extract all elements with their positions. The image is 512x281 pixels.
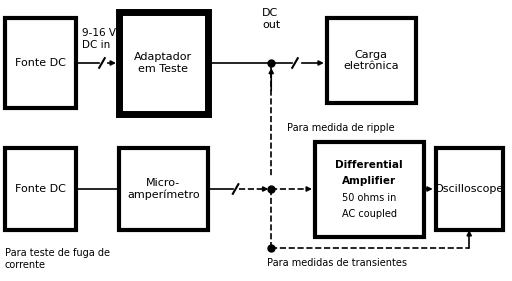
Text: DC
out: DC out bbox=[262, 8, 281, 30]
Text: AC coupled: AC coupled bbox=[342, 209, 397, 219]
Bar bbox=[5, 18, 76, 108]
Bar bbox=[119, 148, 208, 230]
Bar bbox=[327, 18, 416, 103]
Text: Differential: Differential bbox=[335, 160, 403, 170]
Text: Oscilloscope: Oscilloscope bbox=[435, 184, 504, 194]
Text: Fonte DC: Fonte DC bbox=[15, 184, 66, 194]
Text: Para teste de fuga de
corrente: Para teste de fuga de corrente bbox=[5, 248, 110, 269]
Text: 50 ohms in: 50 ohms in bbox=[342, 192, 396, 203]
Bar bbox=[119, 12, 208, 114]
Text: Amplifier: Amplifier bbox=[342, 176, 396, 186]
Bar bbox=[5, 148, 76, 230]
Text: Fonte DC: Fonte DC bbox=[15, 58, 66, 68]
Text: Para medida de ripple: Para medida de ripple bbox=[287, 123, 395, 133]
Text: 9-16 V
DC in: 9-16 V DC in bbox=[82, 28, 116, 50]
Text: Adaptador
em Teste: Adaptador em Teste bbox=[134, 52, 193, 74]
Text: Para medidas de transientes: Para medidas de transientes bbox=[267, 258, 407, 268]
Text: Carga
eletrônica: Carga eletrônica bbox=[344, 50, 399, 71]
Text: Micro-
amperímetro: Micro- amperímetro bbox=[127, 178, 200, 200]
Bar bbox=[315, 142, 423, 237]
Bar bbox=[436, 148, 503, 230]
